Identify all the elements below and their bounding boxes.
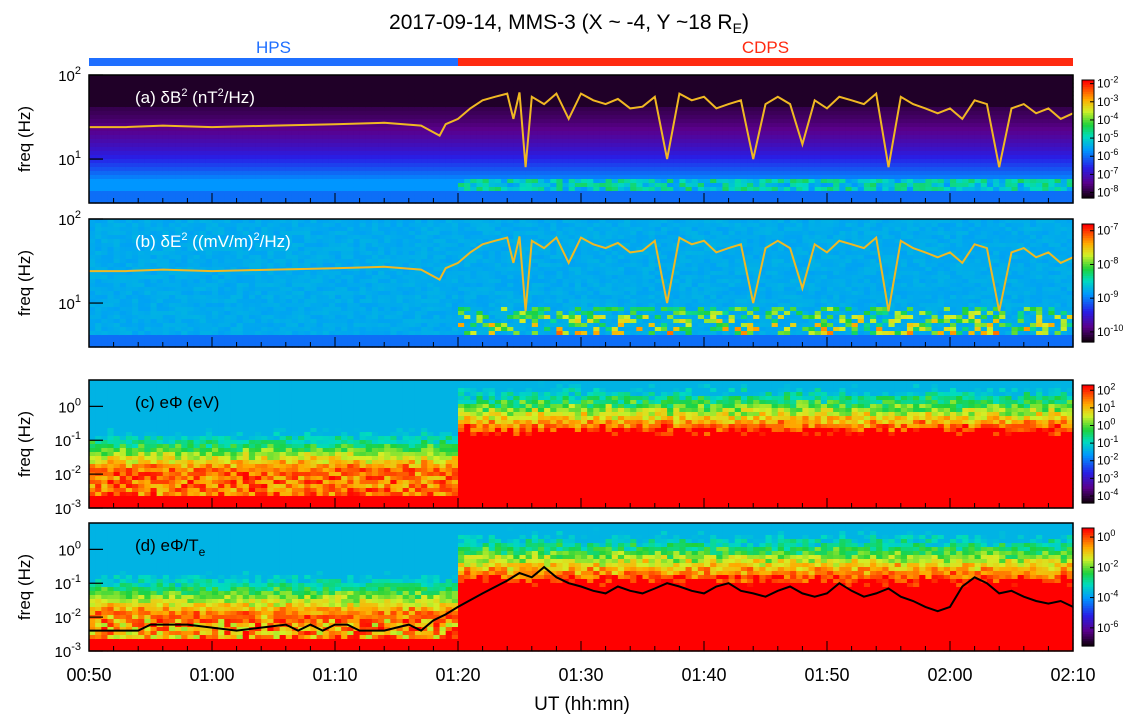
overlay-line-d: [89, 565, 1074, 632]
y-tick-label-c-0: 10-3: [55, 498, 81, 518]
colorbar-tick-a-5: 10-7: [1097, 165, 1118, 181]
region-label-cdps: CDPS: [742, 38, 789, 57]
y-axis-title-b: freq (Hz): [15, 250, 34, 316]
colorbar-tick-c-2: 100: [1097, 417, 1115, 433]
region-bar: HPS CDPS: [89, 38, 1073, 66]
y-tick-label-c-3: 100: [58, 396, 81, 416]
region-label-hps: HPS: [256, 38, 291, 57]
y-tick-label-b-0: 101: [58, 293, 81, 313]
y-tick-label-d-2: 10-1: [55, 573, 81, 593]
x-tick-label-6: 01:50: [804, 665, 849, 685]
colorbar-tick-a-4: 10-6: [1097, 147, 1118, 163]
overlay-line-a: [89, 91, 1074, 168]
y-tick-label-d-0: 10-3: [55, 641, 81, 661]
colorbar-tick-d-0: 100: [1097, 528, 1115, 544]
colorbar-tick-b-3: 10-10: [1097, 323, 1123, 339]
spectrogram-d: [89, 523, 1074, 652]
figure-title: 2017-09-14, MMS-3 (X ~ -4, Y ~18 RE): [389, 11, 749, 36]
y-axis-title-a: freq (Hz): [15, 106, 34, 172]
colorbar-tick-a-6: 10-8: [1097, 184, 1118, 200]
y-tick-label-d-1: 10-2: [55, 607, 81, 627]
spectrogram-b: [89, 219, 1074, 348]
colorbar-tick-c-5: 10-3: [1097, 469, 1118, 485]
colorbar-tick-b-2: 10-9: [1097, 289, 1118, 305]
overlay-line-b: [89, 235, 1074, 312]
x-axis-title: UT (hh:mn): [534, 694, 630, 715]
colorbar-tick-a-2: 10-4: [1097, 111, 1118, 127]
y-tick-label-d-3: 100: [58, 539, 81, 559]
x-axis: 00:50 01:00 01:10 01:20 01:30 01:40 01:50 02:00…: [66, 665, 1095, 685]
region-bar-cdps: [458, 58, 1073, 66]
spectrogram-c: [89, 380, 1074, 509]
y-axis-title-d: freq (Hz): [15, 554, 34, 620]
colorbar-tick-c-3: 10-1: [1097, 434, 1118, 450]
x-tick-label-5: 01:40: [681, 665, 726, 685]
x-tick-label-2: 01:10: [312, 665, 357, 685]
colorbar-tick-d-1: 10-2: [1097, 558, 1118, 574]
region-bar-hps: [89, 58, 458, 66]
colorbar-tick-d-3: 10-6: [1097, 619, 1118, 635]
colorbar-a: 10-2 10-3 10-4 10-5 10-6 10-7 10-8: [1081, 75, 1118, 200]
x-tick-label-8: 02:10: [1050, 665, 1095, 685]
colorbar-tick-c-6: 10-4: [1097, 487, 1118, 503]
colorbar-tick-d-2: 10-4: [1097, 589, 1118, 605]
x-tick-label-3: 01:20: [435, 665, 480, 685]
y-tick-label-a-1: 102: [58, 65, 81, 85]
y-tick-label-c-1: 10-2: [55, 464, 81, 484]
colorbar-tick-c-1: 101: [1097, 399, 1115, 415]
colorbar-tick-b-0: 10-7: [1097, 222, 1118, 238]
x-tick-label-1: 01:00: [189, 665, 234, 685]
panel-label-c: (c) eΦ (eV): [135, 393, 219, 412]
panel-label-b: (b) δE2 ((mV/m)2/Hz): [135, 231, 291, 251]
panel-label-d: (d) eΦ/Te: [135, 536, 206, 559]
y-tick-label-a-0: 101: [58, 149, 81, 169]
colorbar-tick-a-1: 10-3: [1097, 93, 1118, 109]
spectrogram-a: [89, 75, 1074, 204]
colorbar-tick-c-4: 10-2: [1097, 452, 1118, 468]
colorbar-tick-a-0: 10-2: [1097, 75, 1118, 91]
y-tick-label-b-1: 102: [58, 209, 81, 229]
x-tick-label-4: 01:30: [558, 665, 603, 685]
x-tick-label-0: 00:50: [66, 665, 111, 685]
panel-label-a: (a) δB2 (nT2/Hz): [135, 87, 255, 107]
colorbar-d: 100 10-2 10-4 10-6: [1081, 527, 1118, 647]
colorbar-tick-b-1: 10-8: [1097, 255, 1118, 271]
y-tick-label-c-2: 10-1: [55, 430, 81, 450]
colorbar-tick-a-3: 10-5: [1097, 129, 1118, 145]
colorbar-b: 10-7 10-8 10-9 10-10: [1081, 222, 1123, 343]
x-tick-label-7: 02:00: [927, 665, 972, 685]
panel-d: 10-3 10-2 10-1 100 freq (Hz) (d) eΦ/Te 100 10-2…: [15, 522, 1118, 661]
colorbar-tick-c-0: 102: [1097, 381, 1115, 397]
y-axis-title-c: freq (Hz): [15, 411, 34, 477]
